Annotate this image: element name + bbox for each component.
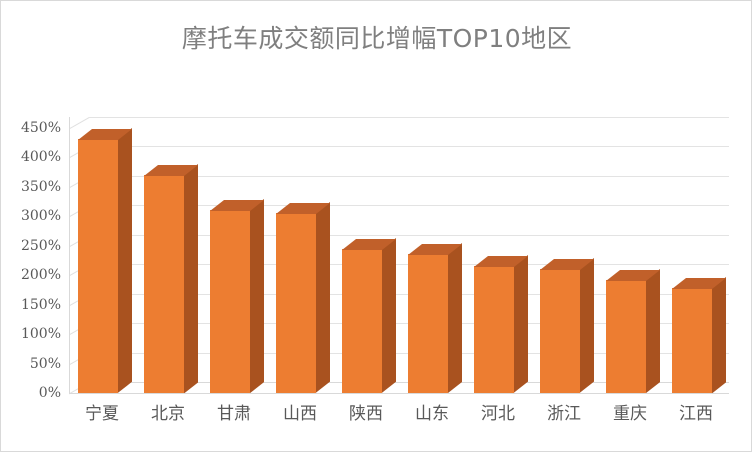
bar-side-face: [250, 198, 264, 393]
bar-side-face: [514, 255, 528, 393]
bar-front-face: [144, 174, 184, 393]
bar-side-face: [580, 258, 594, 393]
bar-top-face: [210, 199, 264, 211]
y-tick-label: 50%: [29, 355, 61, 372]
gridline-350pct: [90, 175, 729, 177]
bar-front-face: [672, 287, 712, 393]
bar-side-face: [316, 202, 330, 393]
bar-浙江[interactable]: [540, 258, 594, 393]
bar-side-face: [118, 128, 132, 393]
bar-side-face: [448, 243, 462, 393]
x-axis-line: [69, 393, 729, 394]
bar-front-face: [276, 213, 316, 393]
gridline-250pct: [90, 234, 729, 236]
bar-山东[interactable]: [408, 243, 462, 393]
bar-front-face: [606, 279, 646, 393]
y-tick-label: 150%: [20, 296, 61, 313]
bar-front-face: [408, 254, 448, 393]
bar-side-face: [184, 163, 198, 393]
x-tick-label-浙江: 浙江: [547, 404, 581, 424]
chart-title: 摩托车成交额同比增幅TOP10地区: [181, 24, 573, 53]
depth-connector: [68, 116, 91, 130]
x-tick-label-北京: 北京: [151, 404, 185, 424]
bar-front-face: [78, 139, 118, 393]
bar-江西[interactable]: [672, 276, 726, 393]
y-tick-label: 450%: [20, 120, 61, 136]
gridline-400pct: [90, 146, 729, 148]
bar-front-face: [474, 266, 514, 393]
bar-top-face: [144, 164, 198, 176]
y-tick-label: 300%: [20, 208, 61, 225]
y-tick-label: 0%: [38, 385, 61, 401]
x-tick-label-重庆: 重庆: [613, 404, 647, 424]
x-tick-label-山西: 山西: [283, 404, 317, 424]
bar-top-face: [78, 128, 132, 141]
y-tick-label: 250%: [20, 237, 61, 254]
y-tick-label: 350%: [20, 178, 61, 195]
bar-top-face: [342, 238, 396, 251]
x-tick-label-山东: 山东: [415, 404, 449, 424]
bar-top-face: [606, 269, 660, 281]
y-tick-label: 400%: [20, 149, 61, 166]
x-tick-label-宁夏: 宁夏: [85, 404, 119, 424]
gridline-300pct: [90, 205, 729, 207]
bar-甘肃[interactable]: [210, 198, 264, 393]
bar-side-face: [712, 276, 726, 393]
bar-top-face: [672, 277, 726, 289]
x-tick-label-河北: 河北: [481, 404, 515, 424]
bar-front-face: [210, 209, 250, 393]
bar-重庆[interactable]: [606, 268, 660, 393]
bar-陕西[interactable]: [342, 238, 396, 393]
bar-宁夏[interactable]: [78, 128, 132, 393]
x-tick-label-陕西: 陕西: [349, 404, 383, 424]
y-axis-line: [69, 117, 70, 393]
gridline-450pct: [90, 117, 729, 118]
y-tick-label: 100%: [20, 326, 61, 343]
bar-front-face: [540, 269, 580, 393]
bar-河北[interactable]: [474, 255, 528, 393]
bar-北京[interactable]: [144, 163, 198, 393]
bar-front-face: [342, 249, 382, 393]
bar-top-face: [540, 258, 594, 271]
y-tick-label: 200%: [20, 267, 61, 284]
bar-top-face: [474, 255, 528, 268]
x-tick-label-甘肃: 甘肃: [217, 404, 251, 424]
bar-side-face: [382, 238, 396, 393]
bar-side-face: [646, 268, 660, 393]
bar-top-face: [408, 243, 462, 256]
x-tick-label-江西: 江西: [679, 404, 713, 424]
bar-top-face: [276, 202, 330, 215]
bar-山西[interactable]: [276, 202, 330, 393]
